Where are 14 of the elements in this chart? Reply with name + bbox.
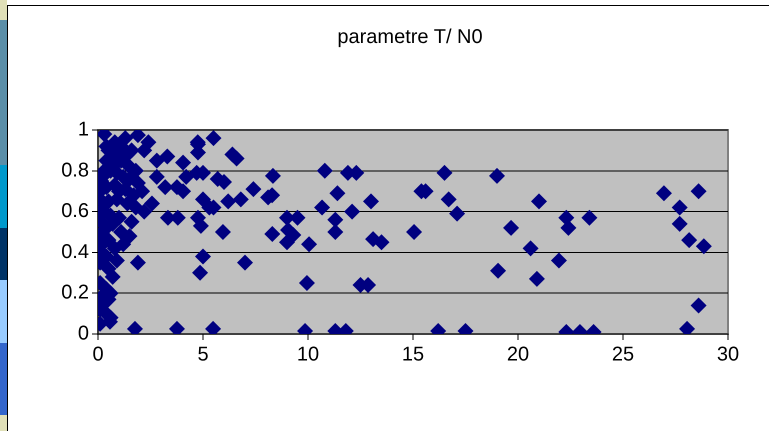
x-tick-label: 15 [402, 344, 424, 366]
x-tick-label: 10 [296, 344, 320, 366]
y-tick-label: 1 [78, 118, 89, 141]
x-tick-label: 25 [612, 344, 634, 366]
y-tick-label: 0.8 [61, 159, 89, 182]
y-tick-label: 0.2 [61, 282, 89, 304]
x-tick-label: 5 [197, 344, 209, 366]
x-tick-label: 0 [92, 344, 104, 366]
x-tick-label: 30 [716, 344, 740, 366]
y-tick-label: 0.4 [61, 240, 89, 263]
x-tick-label: 20 [506, 344, 530, 366]
chart-title: parametre T/ N0 [336, 26, 484, 49]
y-tick-label: 0 [78, 322, 89, 345]
y-tick-label: 0.6 [61, 200, 89, 222]
